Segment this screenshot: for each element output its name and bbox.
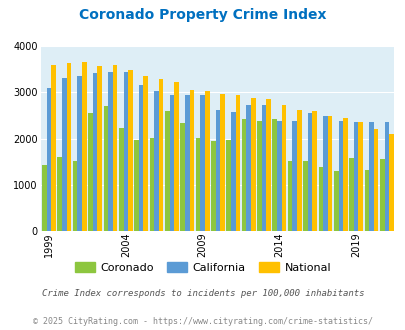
Bar [379,159,384,231]
Bar [368,122,373,231]
Bar [62,78,66,231]
Bar [220,94,224,231]
Bar [226,141,230,231]
Text: © 2025 CityRating.com - https://www.cityrating.com/crime-statistics/: © 2025 CityRating.com - https://www.city… [33,317,372,326]
Bar [82,62,86,231]
Bar [139,85,143,231]
Bar [246,105,250,231]
Bar [348,158,353,231]
Bar [134,140,139,231]
Bar [272,119,277,231]
Bar [261,105,266,231]
Bar [296,110,301,231]
Bar [158,79,163,231]
Bar [322,116,327,231]
Bar [42,165,47,231]
Bar [333,171,338,231]
Bar [211,141,215,231]
Bar [338,121,342,231]
Bar [215,111,220,231]
Bar [143,76,148,231]
Bar [277,120,281,231]
Bar [149,138,154,231]
Bar [88,113,93,231]
Bar [384,122,388,231]
Bar [154,91,158,231]
Bar [266,99,270,231]
Bar [318,167,322,231]
Bar [230,112,235,231]
Text: Coronado Property Crime Index: Coronado Property Crime Index [79,8,326,22]
Bar [307,113,312,231]
Bar [189,90,194,231]
Bar [77,76,82,231]
Bar [287,161,292,231]
Bar [388,134,393,231]
Bar [174,82,178,231]
Bar [281,105,286,231]
Text: Crime Index corresponds to incidents per 100,000 inhabitants: Crime Index corresponds to incidents per… [42,289,363,298]
Bar [169,95,174,231]
Bar [97,66,102,231]
Bar [180,123,185,231]
Bar [123,72,128,231]
Bar [128,70,132,231]
Bar [113,65,117,231]
Bar [119,128,123,231]
Bar [51,65,56,231]
Bar [250,98,255,231]
Bar [373,129,377,231]
Legend: Coronado, California, National: Coronado, California, National [70,258,335,278]
Bar [303,161,307,231]
Bar [66,63,71,231]
Bar [93,73,97,231]
Bar [292,121,296,231]
Bar [312,111,316,231]
Bar [205,90,209,231]
Bar [103,106,108,231]
Bar [235,95,240,231]
Bar [364,171,368,231]
Bar [47,88,51,231]
Bar [108,72,113,231]
Bar [241,119,246,231]
Bar [256,121,261,231]
Bar [164,111,169,231]
Bar [195,138,200,231]
Bar [342,118,347,231]
Bar [58,157,62,231]
Bar [185,95,189,231]
Bar [353,122,358,231]
Bar [327,116,332,231]
Bar [358,122,362,231]
Bar [200,95,205,231]
Bar [72,161,77,231]
